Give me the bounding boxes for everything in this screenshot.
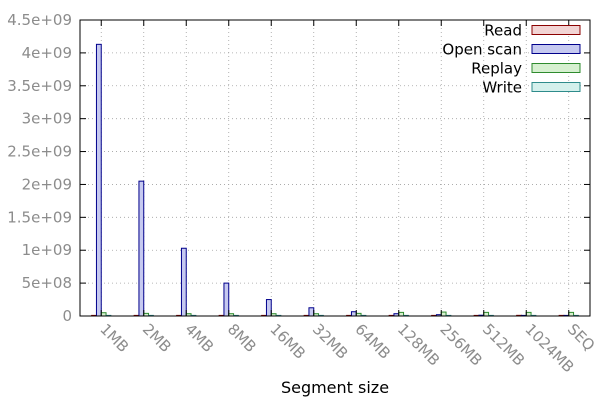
x-tick-label: 32MB bbox=[309, 320, 352, 363]
legend-label: Write bbox=[482, 79, 522, 97]
y-tick-label: 1e+09 bbox=[22, 241, 72, 259]
bar-open-scan bbox=[308, 307, 315, 317]
x-axis: 1MB 2MB 4MB 8MB 16MB 32MB 64MB 128MB256MB512MB1… bbox=[96, 20, 598, 376]
x-axis-label: Segment size bbox=[281, 378, 389, 397]
bar-open-scan bbox=[265, 299, 272, 317]
bar-open-scan bbox=[138, 180, 145, 317]
y-tick-label: 1.5e+09 bbox=[7, 208, 72, 226]
x-tick-label: 256MB bbox=[436, 320, 485, 369]
legend-label: Read bbox=[484, 22, 522, 40]
bar-open-scan bbox=[95, 43, 102, 317]
x-tick-label: 128MB bbox=[394, 320, 443, 369]
y-tick-label: 4.5e+09 bbox=[7, 11, 72, 29]
legend-swatch bbox=[531, 44, 581, 54]
y-tick-label: 3e+09 bbox=[22, 110, 72, 128]
bar-open-scan bbox=[223, 282, 230, 317]
bar-replay bbox=[525, 311, 532, 317]
legend-label: Replay bbox=[471, 60, 522, 78]
y-axis: 0 5e+08 1e+09 1.5e+09 2e+09 2.5e+09 3e+09 3.5e+… bbox=[7, 11, 590, 325]
x-tick-label: 2MB bbox=[139, 320, 175, 356]
bar-replay bbox=[440, 311, 447, 317]
x-tick-label: 16MB bbox=[266, 320, 309, 363]
x-tick-label: 512MB bbox=[479, 320, 528, 369]
y-tick-label: 3.5e+09 bbox=[7, 77, 72, 95]
bar-replay bbox=[568, 311, 575, 317]
x-tick-label: 4MB bbox=[181, 320, 217, 356]
y-tick-label: 2.5e+09 bbox=[7, 143, 72, 161]
legend-swatch bbox=[531, 25, 581, 35]
bar-open-scan bbox=[180, 247, 187, 317]
y-tick-label: 4e+09 bbox=[22, 44, 72, 62]
y-tick-label: 5e+08 bbox=[22, 274, 72, 292]
x-tick-label: 8MB bbox=[224, 320, 260, 356]
bar-replay bbox=[398, 311, 405, 317]
x-tick-label: 1MB bbox=[96, 320, 132, 356]
x-tick-label: SEQ bbox=[564, 320, 599, 355]
legend-swatch bbox=[531, 63, 581, 73]
legend-swatch bbox=[531, 82, 581, 92]
x-tick-label: 64MB bbox=[351, 320, 394, 363]
y-tick-label: 0 bbox=[62, 307, 72, 325]
bar-replay bbox=[483, 311, 490, 317]
bar-open-scan bbox=[350, 311, 357, 317]
y-tick-label: 2e+09 bbox=[22, 175, 72, 193]
legend-label: Open scan bbox=[442, 41, 522, 59]
plot-frame bbox=[79, 19, 591, 317]
